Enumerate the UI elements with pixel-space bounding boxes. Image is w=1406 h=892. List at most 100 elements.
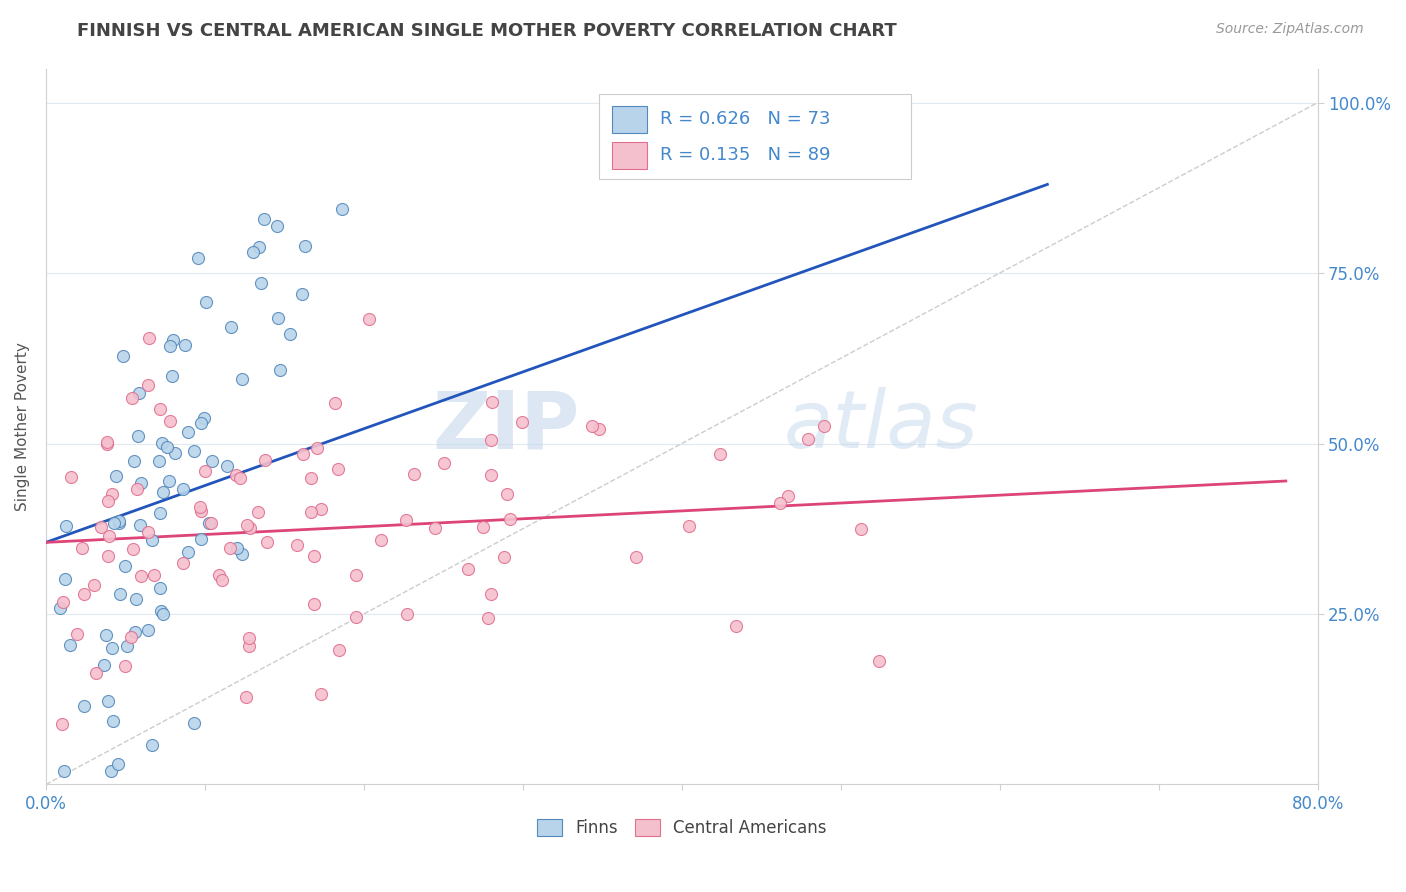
Point [479, 467, 502, 482]
Legend: Finns, Central Americans: Finns, Central Americans [530, 813, 834, 844]
Point [256, 534, 278, 549]
Point [252, 212, 274, 227]
Point [302, 597, 325, 611]
Point [96, 549, 118, 564]
Point [198, 516, 221, 531]
Point [121, 391, 143, 405]
FancyBboxPatch shape [612, 106, 647, 133]
Point [332, 202, 354, 217]
Point [160, 368, 183, 383]
Point [344, 568, 367, 582]
Text: R = 0.135   N = 89: R = 0.135 N = 89 [661, 146, 831, 164]
Point [177, 545, 200, 559]
Point [246, 505, 269, 519]
FancyBboxPatch shape [599, 94, 911, 179]
Point [114, 658, 136, 673]
Point [236, 517, 259, 532]
Point [344, 610, 367, 624]
Point [49, 601, 72, 615]
Point [190, 416, 212, 430]
Point [59, 469, 82, 483]
Point [678, 519, 700, 533]
Point [253, 452, 276, 467]
Point [177, 425, 200, 439]
Point [309, 687, 332, 701]
Point [149, 402, 172, 417]
Point [129, 475, 152, 490]
Point [172, 483, 194, 497]
Point [225, 467, 247, 482]
Point [55, 518, 77, 533]
Point [200, 454, 222, 468]
Point [250, 276, 273, 290]
Point [122, 542, 145, 557]
Point [83, 578, 105, 592]
Point [94, 627, 117, 641]
Point [183, 444, 205, 458]
Point [299, 471, 322, 485]
Point [477, 611, 499, 625]
Point [97, 494, 120, 508]
Point [53, 764, 76, 778]
Point [194, 464, 217, 478]
Point [114, 559, 136, 574]
Point [152, 607, 174, 621]
Point [247, 240, 270, 254]
Point [309, 501, 332, 516]
Point [96, 436, 118, 450]
Point [105, 469, 128, 483]
Point [221, 320, 243, 334]
Point [108, 516, 131, 531]
Point [302, 549, 325, 563]
Point [188, 500, 211, 515]
Point [162, 333, 184, 347]
Point [125, 591, 148, 606]
Point [357, 311, 380, 326]
Point [370, 533, 392, 548]
Point [769, 495, 792, 509]
Point [100, 487, 122, 501]
Point [396, 607, 419, 622]
Point [172, 557, 194, 571]
Point [157, 474, 180, 488]
Point [120, 630, 142, 644]
Point [231, 372, 253, 386]
Point [457, 562, 479, 576]
Point [90, 520, 112, 534]
Point [218, 541, 240, 555]
Point [278, 326, 301, 341]
Text: R = 0.626   N = 73: R = 0.626 N = 73 [661, 111, 831, 128]
Point [588, 422, 610, 436]
Point [215, 459, 238, 474]
Point [813, 418, 835, 433]
Point [776, 489, 799, 503]
Point [52, 595, 75, 609]
Point [101, 714, 124, 729]
Point [404, 467, 426, 481]
Point [291, 287, 314, 301]
Point [328, 462, 350, 476]
Point [136, 377, 159, 392]
Point [479, 434, 502, 448]
Point [495, 487, 517, 501]
Point [190, 532, 212, 546]
Point [294, 239, 316, 253]
Point [266, 219, 288, 233]
Point [305, 441, 328, 455]
Point [433, 456, 456, 470]
Point [59, 638, 82, 652]
Text: Source: ZipAtlas.com: Source: ZipAtlas.com [1216, 22, 1364, 37]
Y-axis label: Single Mother Poverty: Single Mother Poverty [15, 342, 30, 511]
Point [93, 658, 115, 673]
Point [328, 643, 350, 657]
Point [194, 294, 217, 309]
Point [849, 522, 872, 536]
Point [108, 514, 131, 528]
Point [136, 524, 159, 539]
Point [165, 446, 187, 460]
Point [103, 516, 125, 530]
Point [190, 503, 212, 517]
Point [238, 639, 260, 653]
FancyBboxPatch shape [612, 142, 647, 169]
Point [156, 440, 179, 454]
